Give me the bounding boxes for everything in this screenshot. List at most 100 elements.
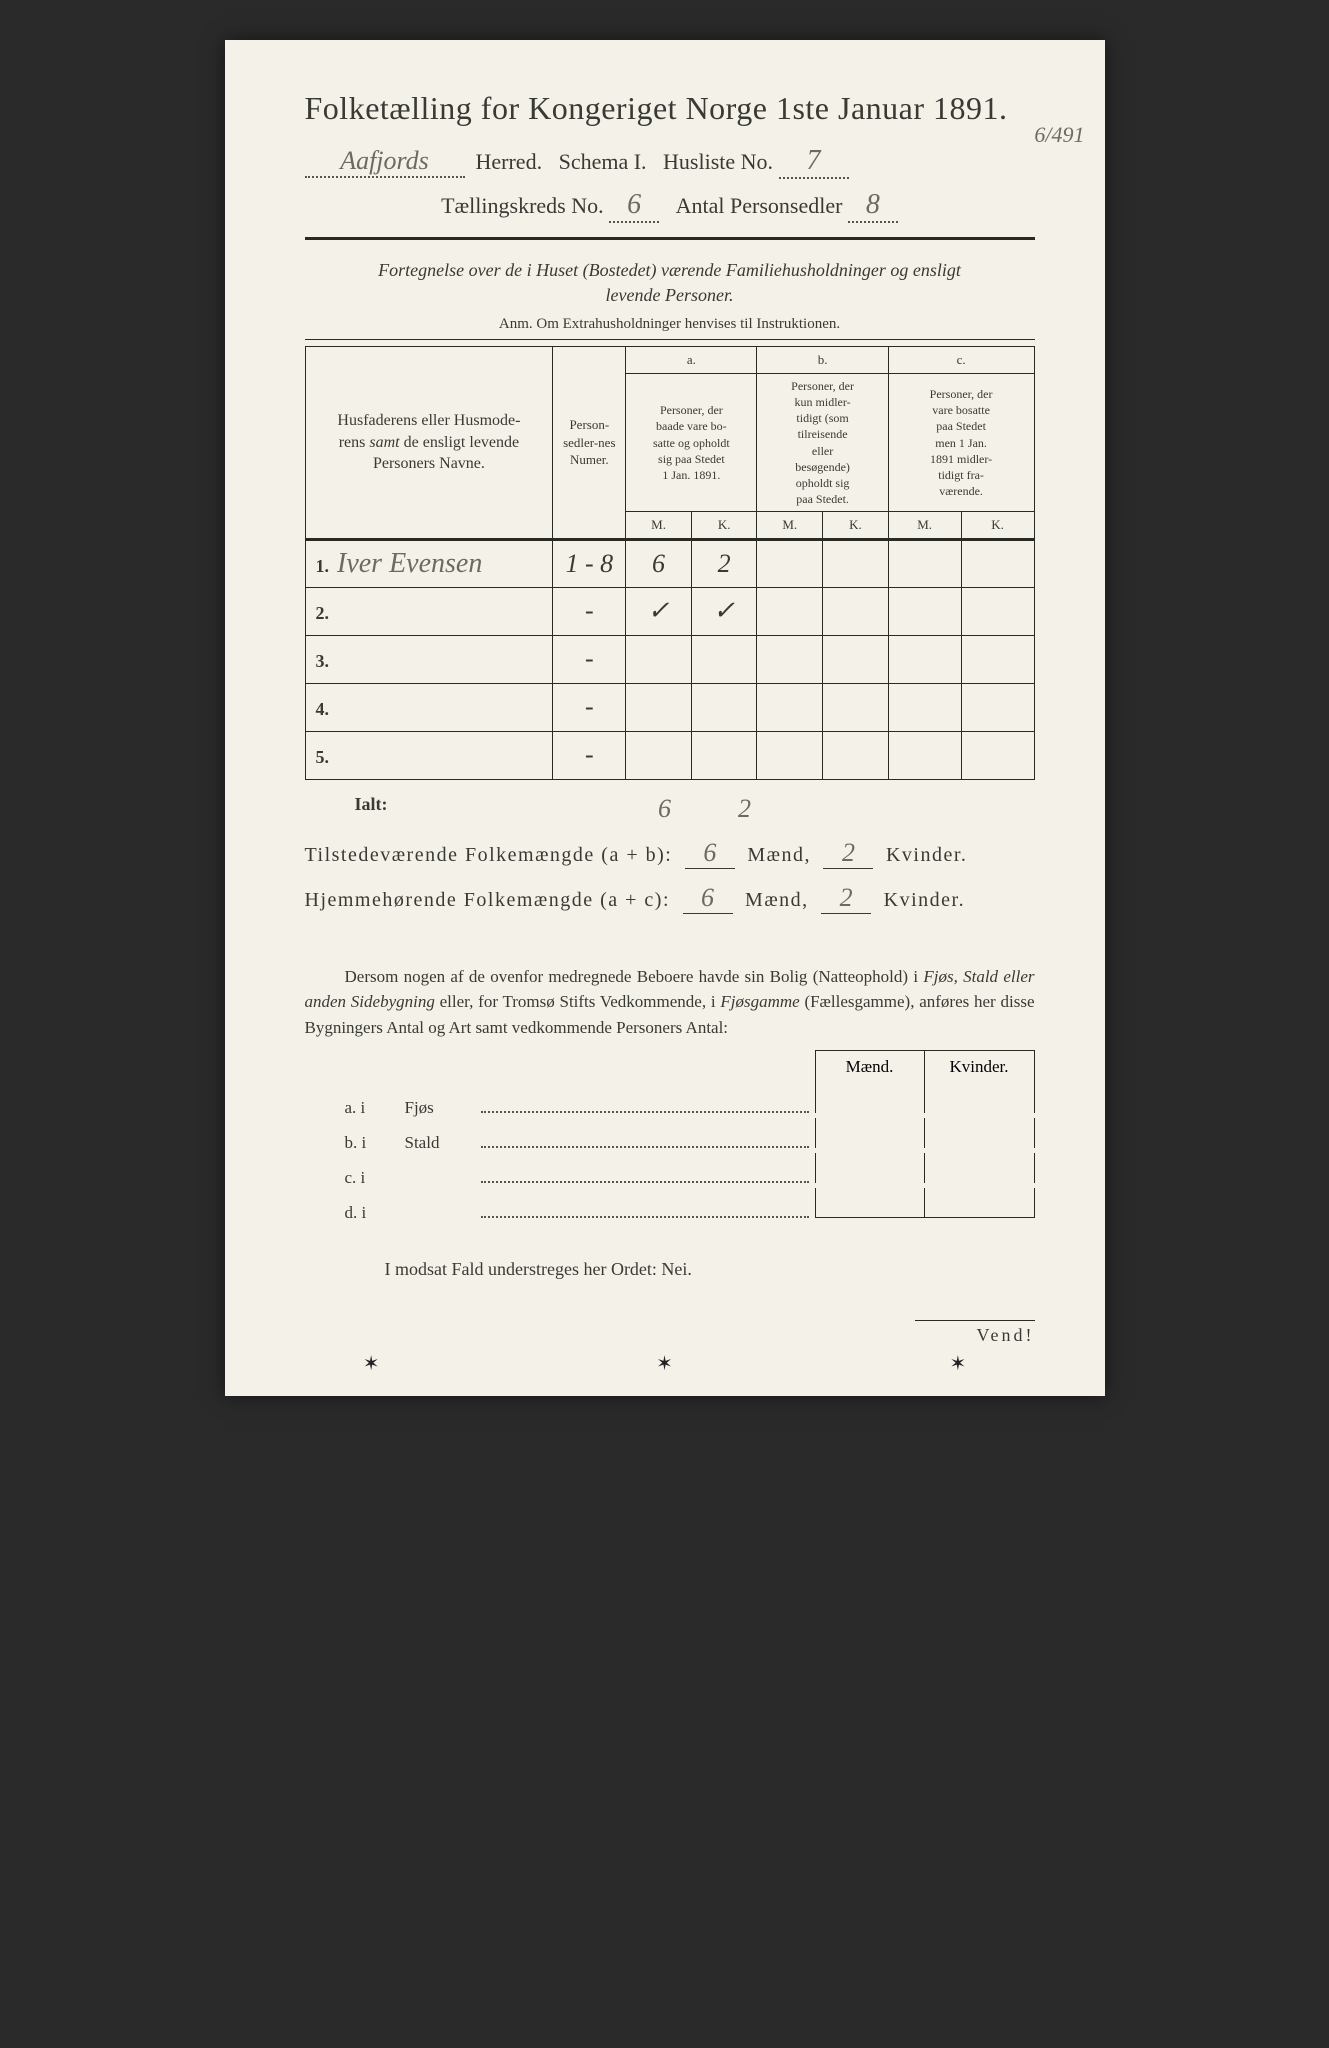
table-row: 5.-	[305, 731, 1034, 779]
sub-m	[815, 1188, 925, 1218]
header-line-2: Aafjords Herred. Schema I. Husliste No. …	[305, 145, 1035, 179]
subtitle: Fortegnelse over de i Huset (Bostedet) v…	[305, 258, 1035, 308]
summary-1-pre: Tilstedeværende Folkemængde (a + b):	[305, 844, 673, 866]
pin-icon: ✶	[656, 1351, 673, 1376]
nei-line: I modsat Fald understreges her Ordet: Ne…	[305, 1259, 1035, 1280]
row-cm	[888, 539, 961, 587]
mk-m: Mænd.	[815, 1050, 925, 1083]
row-ck	[961, 731, 1034, 779]
summary-line-2: Hjemmehørende Folkemængde (a + c): 6 Mæn…	[305, 883, 1035, 914]
row-bk	[823, 539, 889, 587]
row-name: 3.	[305, 635, 553, 683]
schema-label: Schema I.	[559, 149, 647, 174]
row-am	[626, 683, 692, 731]
header-line-3: Tællingskreds No. 6 Antal Personsedler 8	[305, 189, 1035, 223]
row-bm	[757, 683, 823, 731]
col-numer: Person-sedler-nes Numer.	[553, 347, 626, 540]
row-bk	[823, 731, 889, 779]
col-c-m: M.	[888, 512, 961, 540]
row-cm	[888, 731, 961, 779]
summary-line-1: Tilstedeværende Folkemængde (a + b): 6 M…	[305, 838, 1035, 869]
summary-2-k: 2	[821, 883, 871, 914]
summary-1-klabel: Kvinder.	[886, 844, 967, 866]
summary-2-mlabel: Mænd,	[745, 889, 809, 911]
page-title: Folketælling for Kongeriget Norge 1ste J…	[305, 90, 1035, 127]
row-bm	[757, 539, 823, 587]
herred-label: Herred.	[476, 149, 543, 174]
row-name: 2.	[305, 587, 553, 635]
row-name: 1.Iver Evensen	[305, 539, 553, 587]
row-numer: -	[553, 731, 626, 779]
sub-k	[925, 1083, 1035, 1113]
row-am	[626, 635, 692, 683]
col-c-text: Personer, dervare bosattepaa Stedetmen 1…	[888, 373, 1034, 512]
subtitle-line2: levende Personer.	[606, 285, 734, 305]
col-c-head: c.	[888, 347, 1034, 374]
herred-value: Aafjords	[305, 146, 465, 178]
sub-k	[925, 1153, 1035, 1183]
census-table: Husfaderens eller Husmode-rens samt de e…	[305, 346, 1035, 780]
row-bm	[757, 731, 823, 779]
row-bm	[757, 635, 823, 683]
husliste-value: 7	[779, 145, 849, 179]
row-name: 4.	[305, 683, 553, 731]
row-ck	[961, 683, 1034, 731]
col-a-m: M.	[626, 512, 692, 540]
sub-row: b. iStald	[305, 1118, 1035, 1153]
col-c-k: K.	[961, 512, 1034, 540]
row-ak	[691, 731, 757, 779]
row-numer: -	[553, 587, 626, 635]
summary-2-m: 6	[683, 883, 733, 914]
anm-note: Anm. Om Extrahusholdninger henvises til …	[305, 316, 1035, 333]
subtitle-line1: Fortegnelse over de i Huset (Bostedet) v…	[378, 260, 961, 280]
pin-icon: ✶	[949, 1351, 966, 1376]
col-b-text: Personer, derkun midler-tidigt (somtilre…	[757, 373, 888, 512]
summary-2-pre: Hjemmehørende Folkemængde (a + c):	[305, 889, 671, 911]
row-am	[626, 731, 692, 779]
row-bm	[757, 587, 823, 635]
row-ak: 2	[691, 539, 757, 587]
summary-1-k: 2	[823, 838, 873, 869]
ialt-label: Ialt:	[305, 794, 545, 824]
mk-header: Mænd. Kvinder.	[305, 1050, 1035, 1083]
col-a-head: a.	[626, 347, 757, 374]
row-bk	[823, 683, 889, 731]
row-ak	[691, 683, 757, 731]
col-a-k: K.	[691, 512, 757, 540]
col-b-head: b.	[757, 347, 888, 374]
col-b-m: M.	[757, 512, 823, 540]
row-name: 5.	[305, 731, 553, 779]
personsedler-value: 8	[848, 189, 898, 223]
ialt-ak: 2	[705, 794, 785, 824]
sub-row: c. i	[305, 1153, 1035, 1188]
row-cm	[888, 635, 961, 683]
vend-label: Vend!	[915, 1320, 1035, 1346]
sub-label: b. iStald	[305, 1133, 815, 1153]
summary-1-m: 6	[685, 838, 735, 869]
row-ck	[961, 587, 1034, 635]
row-bk	[823, 635, 889, 683]
ialt-row: Ialt: 6 2	[305, 794, 1035, 824]
pin-icon: ✶	[363, 1351, 380, 1376]
row-cm	[888, 587, 961, 635]
row-ak	[691, 635, 757, 683]
row-numer: 1 - 8	[553, 539, 626, 587]
table-row: 3.-	[305, 635, 1034, 683]
summary-2-klabel: Kvinder.	[884, 889, 965, 911]
sub-label: c. i	[305, 1168, 815, 1188]
row-am: 6	[626, 539, 692, 587]
table-row: 2.-✓✓	[305, 587, 1034, 635]
table-row: 1.Iver Evensen1 - 862	[305, 539, 1034, 587]
divider	[305, 339, 1035, 340]
row-bk	[823, 587, 889, 635]
sub-label: a. iFjøs	[305, 1098, 815, 1118]
row-ak: ✓	[691, 587, 757, 635]
binding-pins: ✶ ✶ ✶	[225, 1351, 1105, 1376]
summary-1-mlabel: Mænd,	[747, 844, 811, 866]
outbuilding-paragraph: Dersom nogen af de ovenfor medregnede Be…	[305, 964, 1035, 1041]
sub-m	[815, 1118, 925, 1148]
col-a-text: Personer, derbaade vare bo-satte og opho…	[626, 373, 757, 512]
sub-row: d. i	[305, 1188, 1035, 1223]
kreds-value: 6	[609, 189, 659, 223]
census-form-page: 6/491 Folketælling for Kongeriget Norge …	[225, 40, 1105, 1396]
